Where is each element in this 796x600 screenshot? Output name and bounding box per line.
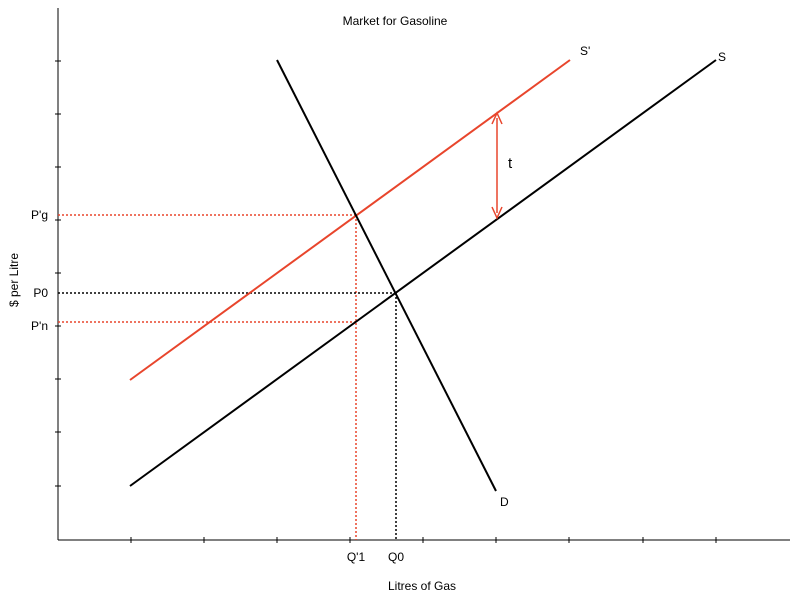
price-label-pn: P'n: [31, 319, 48, 333]
x-axis-label: Litres of Gas: [388, 579, 456, 593]
x-axis-ticks: [130, 537, 717, 543]
demand-curve: [276, 59, 497, 492]
tax-arrow: [491, 111, 503, 220]
y-axis-ticks: [55, 60, 61, 487]
diagram-title: Market for Gasoline: [343, 14, 448, 28]
tax-label: t: [508, 155, 513, 172]
y-axis-label: $ per Litre: [7, 253, 21, 307]
supply-label: S: [718, 50, 726, 64]
quantity-label-q0: Q0: [388, 550, 404, 564]
price-label-p0: P0: [33, 286, 48, 300]
demand-label: D: [500, 495, 509, 509]
shifted-supply-curve: [129, 59, 571, 381]
price-label-pg: P'g: [31, 208, 48, 222]
supply-curve: [129, 59, 717, 487]
shifted-supply-label: S': [580, 44, 590, 58]
quantity-label-q1: Q'1: [347, 550, 366, 564]
